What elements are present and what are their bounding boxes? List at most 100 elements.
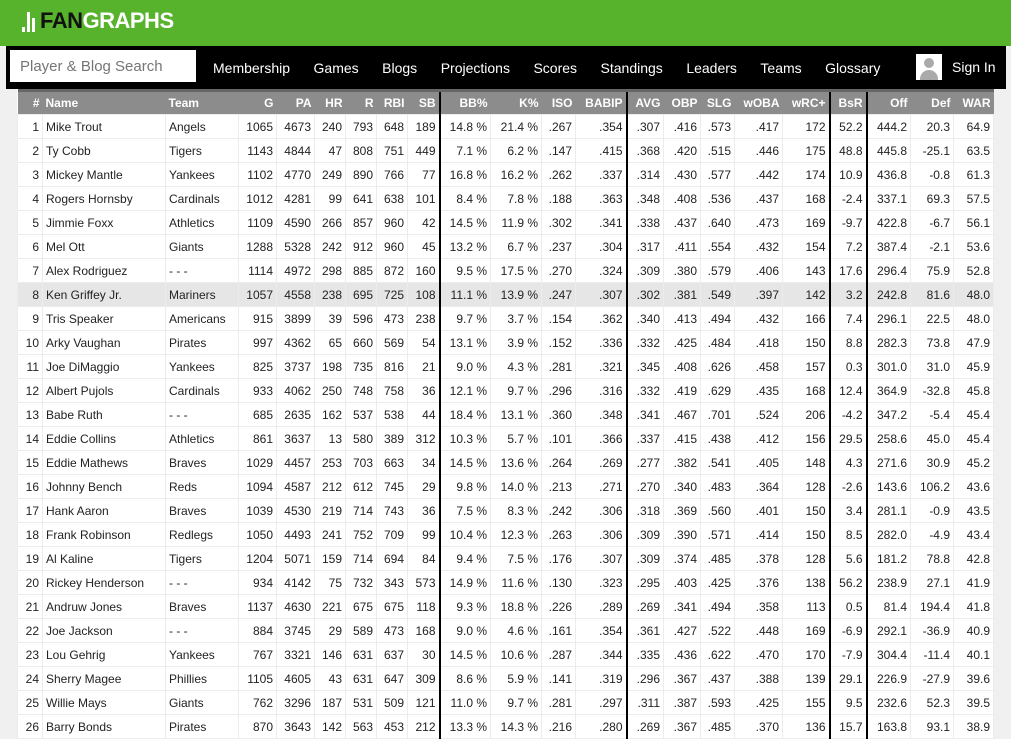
column-header-k[interactable]: K% bbox=[490, 89, 542, 115]
cell-wrc: 138 bbox=[782, 570, 831, 595]
cell-wrc: 169 bbox=[782, 618, 831, 643]
nav-games[interactable]: Games bbox=[313, 59, 359, 76]
player-name-link[interactable]: Rickey Henderson bbox=[42, 570, 166, 595]
player-name-link[interactable]: Tris Speaker bbox=[42, 306, 166, 331]
column-header-iso[interactable]: ISO bbox=[541, 89, 576, 115]
team-link[interactable]: Tigers bbox=[165, 546, 239, 571]
player-name-link[interactable]: Albert Pujols bbox=[42, 378, 166, 403]
user-avatar-icon[interactable] bbox=[916, 54, 942, 80]
nav-scores[interactable]: Scores bbox=[533, 59, 578, 76]
column-header-avg[interactable]: AVG bbox=[626, 89, 664, 115]
column-header-team[interactable]: Team bbox=[165, 89, 239, 115]
player-name-link[interactable]: Rogers Hornsby bbox=[42, 186, 166, 211]
team-link[interactable]: Braves bbox=[165, 498, 239, 523]
player-name-link[interactable]: Alex Rodriguez bbox=[42, 258, 166, 283]
team-link[interactable]: Angels bbox=[165, 114, 239, 139]
nav-projections[interactable]: Projections bbox=[440, 59, 510, 76]
player-name-link[interactable]: Frank Robinson bbox=[42, 522, 166, 547]
fangraphs-logo[interactable]: FAN GRAPHS bbox=[22, 8, 174, 34]
player-name-link[interactable]: Ken Griffey Jr. bbox=[42, 282, 166, 307]
team-link[interactable]: Yankees bbox=[165, 162, 239, 187]
column-header-woba[interactable]: wOBA bbox=[734, 89, 783, 115]
player-name-link[interactable]: Ty Cobb bbox=[42, 138, 166, 163]
player-name-link[interactable]: Jimmie Foxx bbox=[42, 210, 166, 235]
column-header-hr[interactable]: HR bbox=[314, 89, 346, 115]
player-name-link[interactable]: Joe DiMaggio bbox=[42, 354, 166, 379]
column-header-pa[interactable]: PA bbox=[276, 89, 315, 115]
team-link[interactable]: Yankees bbox=[165, 354, 239, 379]
team-link[interactable]: Phillies bbox=[165, 666, 239, 691]
cell-k: 3.9 % bbox=[490, 330, 542, 355]
column-header-rbi[interactable]: RBI bbox=[376, 89, 408, 115]
column-header-off[interactable]: Off bbox=[866, 89, 911, 115]
team-link[interactable]: Mariners bbox=[165, 282, 239, 307]
column-header-g[interactable]: G bbox=[238, 89, 277, 115]
team-link[interactable]: Braves bbox=[165, 594, 239, 619]
cell-wrc: 143 bbox=[782, 258, 831, 283]
team-link[interactable]: Redlegs bbox=[165, 522, 239, 547]
cell-war: 52.8 bbox=[953, 258, 994, 283]
column-header-def[interactable]: Def bbox=[910, 89, 954, 115]
column-header-war[interactable]: WAR bbox=[953, 89, 994, 115]
player-name-link[interactable]: Sherry Magee bbox=[42, 666, 166, 691]
cell-bsr: -2.4 bbox=[829, 186, 868, 211]
cell-off: 238.9 bbox=[866, 570, 911, 595]
team-link[interactable]: Cardinals bbox=[165, 378, 239, 403]
nav-leaders[interactable]: Leaders bbox=[686, 59, 737, 76]
team-link[interactable]: Giants bbox=[165, 234, 239, 259]
team-link[interactable]: Athletics bbox=[165, 210, 239, 235]
column-header-r[interactable]: R bbox=[345, 89, 377, 115]
team-link[interactable]: Americans bbox=[165, 306, 239, 331]
team-link[interactable]: Yankees bbox=[165, 642, 239, 667]
player-name-link[interactable]: Johnny Bench bbox=[42, 474, 166, 499]
search-input[interactable] bbox=[10, 50, 196, 82]
team-link[interactable]: Reds bbox=[165, 474, 239, 499]
cell-def: -32.8 bbox=[910, 378, 954, 403]
team-link[interactable]: Athletics bbox=[165, 426, 239, 451]
player-name-link[interactable]: Eddie Collins bbox=[42, 426, 166, 451]
player-name-link[interactable]: Lou Gehrig bbox=[42, 642, 166, 667]
column-header-slg[interactable]: SLG bbox=[700, 89, 735, 115]
cell-war: 53.6 bbox=[953, 234, 994, 259]
player-name-link[interactable]: Mike Trout bbox=[42, 114, 166, 139]
team-link[interactable]: Pirates bbox=[165, 714, 239, 739]
cell-k: 5.9 % bbox=[490, 666, 542, 691]
cell-iso: .262 bbox=[541, 162, 576, 187]
cell-woba: .412 bbox=[734, 426, 783, 451]
sign-in-link[interactable]: Sign In bbox=[952, 59, 996, 75]
player-name-link[interactable]: Barry Bonds bbox=[42, 714, 166, 739]
player-name-link[interactable]: Arky Vaughan bbox=[42, 330, 166, 355]
team-link[interactable]: Cardinals bbox=[165, 186, 239, 211]
team-link[interactable]: Braves bbox=[165, 450, 239, 475]
team-link[interactable]: Tigers bbox=[165, 138, 239, 163]
player-name-link[interactable]: Babe Ruth bbox=[42, 402, 166, 427]
team-link[interactable]: Pirates bbox=[165, 330, 239, 355]
player-name-link[interactable]: Mel Ott bbox=[42, 234, 166, 259]
player-name-link[interactable]: Joe Jackson bbox=[42, 618, 166, 643]
nav-blogs[interactable]: Blogs bbox=[382, 59, 418, 76]
column-header-wrc[interactable]: wRC+ bbox=[782, 89, 831, 115]
cell-hr: 47 bbox=[314, 138, 346, 163]
nav-standings[interactable]: Standings bbox=[600, 59, 663, 76]
column-header-babip[interactable]: BABIP bbox=[575, 89, 628, 115]
column-header-name[interactable]: Name bbox=[42, 89, 166, 115]
player-name-link[interactable]: Eddie Mathews bbox=[42, 450, 166, 475]
column-header-[interactable]: # bbox=[17, 89, 43, 115]
nav-glossary[interactable]: Glossary bbox=[825, 59, 881, 76]
column-header-bsr[interactable]: BsR bbox=[829, 89, 868, 115]
nav-teams[interactable]: Teams bbox=[760, 59, 802, 76]
column-header-sb[interactable]: SB bbox=[407, 89, 441, 115]
cell-iso: .176 bbox=[541, 546, 576, 571]
player-name-link[interactable]: Al Kaline bbox=[42, 546, 166, 571]
player-name-link[interactable]: Hank Aaron bbox=[42, 498, 166, 523]
player-name-link[interactable]: Willie Mays bbox=[42, 690, 166, 715]
player-name-link[interactable]: Mickey Mantle bbox=[42, 162, 166, 187]
cell-sb: 54 bbox=[407, 330, 441, 355]
nav-membership[interactable]: Membership bbox=[213, 59, 291, 76]
player-name-link[interactable]: Andruw Jones bbox=[42, 594, 166, 619]
cell-woba: .446 bbox=[734, 138, 783, 163]
column-header-obp[interactable]: OBP bbox=[663, 89, 701, 115]
cell-sb: 168 bbox=[407, 618, 441, 643]
team-link[interactable]: Giants bbox=[165, 690, 239, 715]
column-header-bb[interactable]: BB% bbox=[439, 89, 491, 115]
